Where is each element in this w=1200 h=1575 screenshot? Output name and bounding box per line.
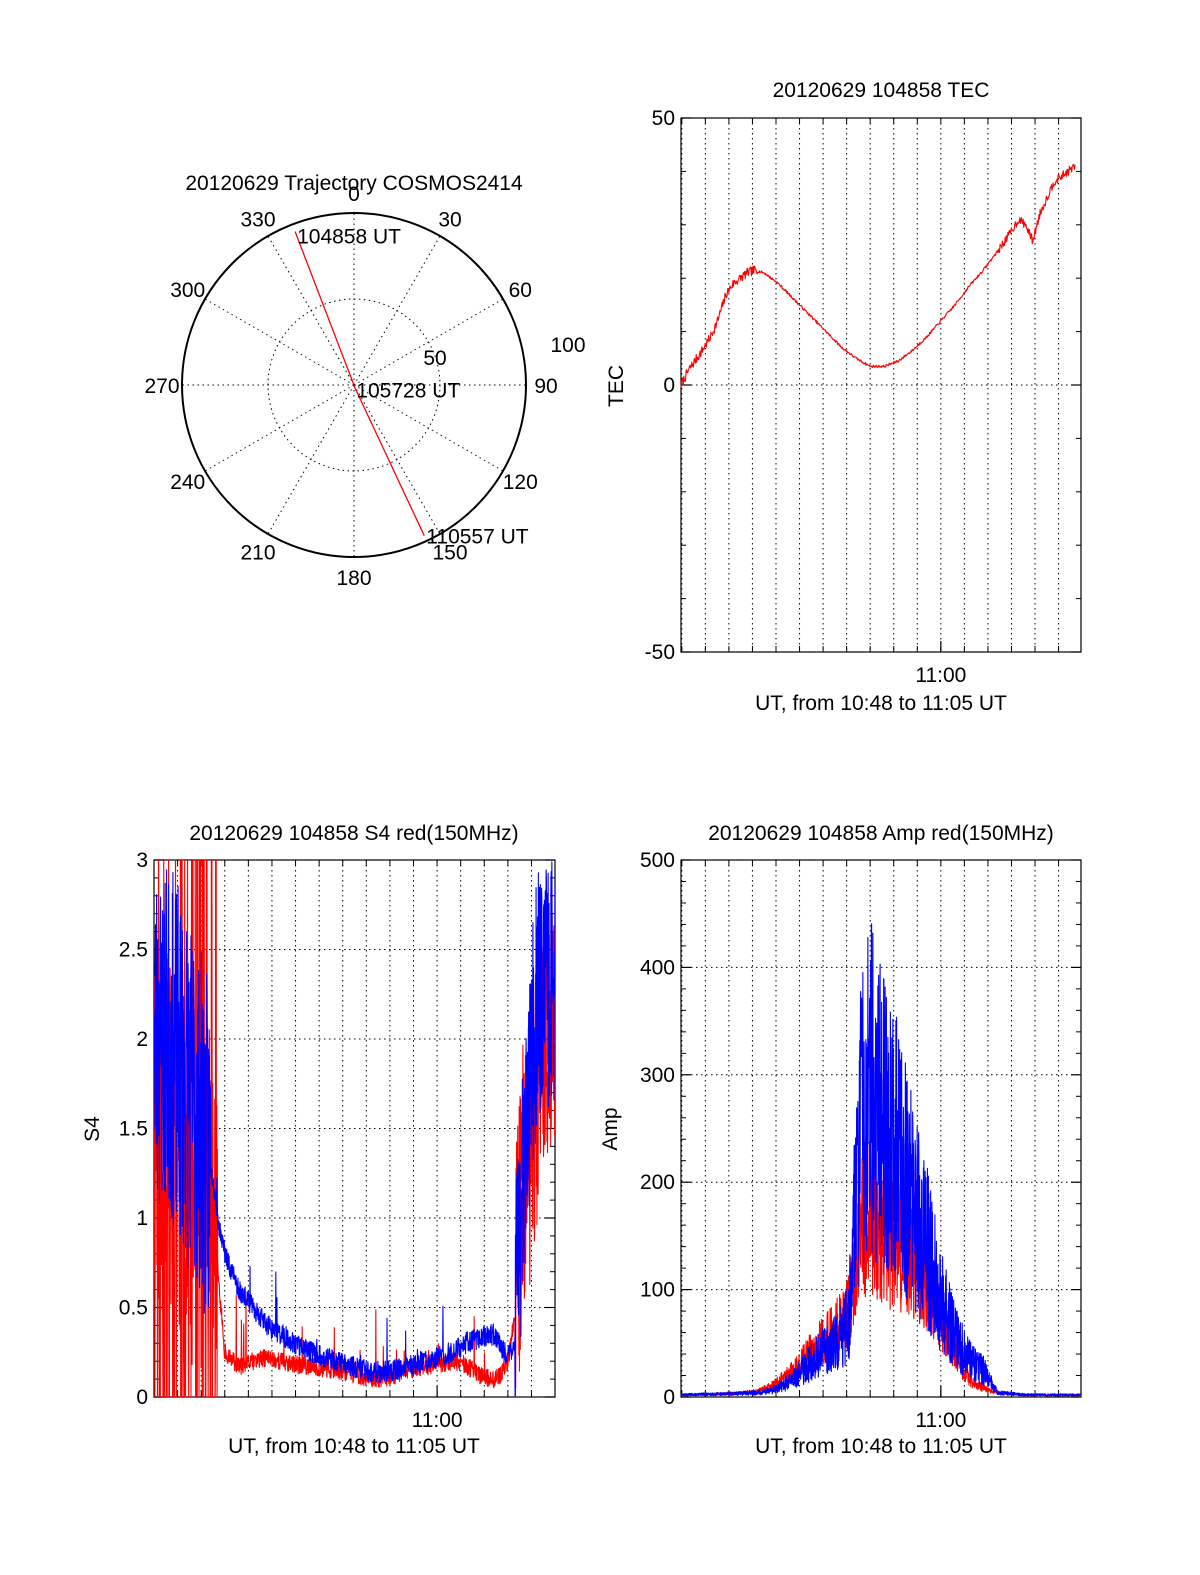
polar-azimuth-label: 30	[438, 209, 461, 232]
s4-series-blue-line	[154, 861, 555, 1397]
amp-series-blue-line	[680, 923, 1082, 1397]
s4-title: 20120629 104858 S4 red(150MHz)	[189, 822, 518, 845]
tec-x-tick-label: 11:00	[915, 664, 966, 687]
s4-x-tick-label: 11:00	[412, 1409, 463, 1432]
polar-spoke	[353, 235, 441, 386]
s4-y-tick-label: 2	[136, 1028, 148, 1051]
tec-y-tick-label: 0	[663, 374, 675, 397]
tec-panel: 20120629 104858 TEC UT, from 10:48 to 11…	[605, 79, 1082, 715]
polar-azimuth-label: 300	[170, 279, 205, 302]
amp-plot-frame	[680, 859, 1082, 1398]
amp-y-axis-label: Amp	[599, 1107, 622, 1150]
polar-spoke	[353, 384, 504, 472]
tec-series-red-line	[680, 163, 1076, 388]
s4-y-tick-label: 0.5	[119, 1297, 148, 1320]
s4-y-tick-label: 3	[136, 849, 148, 872]
trajectory-mid-label: 105728 UT	[356, 380, 460, 403]
amp-title: 20120629 104858 Amp red(150MHz)	[708, 822, 1054, 845]
amp-y-tick-label: 300	[640, 1064, 675, 1087]
trajectory-track	[294, 231, 425, 536]
polar-spoke	[353, 298, 504, 386]
amp-y-tick-label: 500	[640, 849, 675, 872]
s4-y-tick-label: 1	[136, 1207, 148, 1230]
amp-y-tick-label: 200	[640, 1171, 675, 1194]
s4-y-tick-label: 2.5	[119, 939, 148, 962]
trajectory-end-label: 110557 UT	[426, 526, 529, 549]
polar-azimuth-label: 120	[503, 471, 538, 494]
polar-azimuth-label: 0	[348, 183, 360, 206]
polar-spoke	[267, 384, 355, 535]
s4-y-tick-label: 0	[136, 1386, 148, 1409]
polar-azimuth-label: 270	[144, 375, 179, 398]
polar-outer-circle	[181, 212, 527, 558]
trajectory-polar-panel: 20120629 Trajectory COSMOS2414 0 30 60 90 12…	[144, 172, 585, 590]
polar-azimuth-label: 150	[432, 541, 467, 564]
tec-title: 20120629 104858 TEC	[773, 79, 990, 102]
polar-azimuth-label: 330	[240, 209, 275, 232]
polar-radial-label: 50	[423, 347, 446, 370]
s4-series-red-line	[154, 860, 555, 1397]
amp-y-tick-label: 100	[640, 1279, 675, 1302]
s4-y-axis-label: S4	[81, 1116, 104, 1142]
polar-azimuth-label: 180	[336, 567, 371, 590]
s4-y-tick-label: 1.5	[119, 1118, 148, 1141]
amp-y-tick-label: 400	[640, 956, 675, 979]
tec-y-tick-label: 50	[652, 107, 675, 130]
amp-x-axis-label: UT, from 10:48 to 11:05 UT	[755, 1435, 1007, 1458]
s4-x-axis-label: UT, from 10:48 to 11:05 UT	[228, 1435, 480, 1458]
amp-y-tick-label: 0	[663, 1386, 675, 1409]
polar-spoke	[204, 384, 355, 472]
s4-panel: 20120629 104858 S4 red(150MHz) UT, from …	[81, 822, 556, 1458]
trajectory-start-label: 104858 UT	[297, 226, 401, 249]
amp-panel: 20120629 104858 Amp red(150MHz) UT, from…	[599, 822, 1082, 1458]
polar-spoke	[267, 235, 355, 386]
amp-x-tick-label: 11:00	[915, 1409, 966, 1432]
tec-y-tick-label: -50	[645, 641, 675, 664]
polar-azimuth-label: 60	[509, 279, 532, 302]
polar-spoke	[353, 384, 441, 535]
s4-series-group	[154, 860, 555, 1397]
tec-x-axis-label: UT, from 10:48 to 11:05 UT	[755, 692, 1007, 715]
tec-y-axis-label: TEC	[605, 365, 628, 407]
polar-spoke	[204, 298, 355, 386]
polar-radial-label: 100	[550, 334, 585, 357]
polar-azimuth-label: 90	[534, 375, 557, 398]
polar-azimuth-label: 240	[170, 471, 205, 494]
polar-azimuth-label: 210	[240, 541, 275, 564]
trajectory-title: 20120629 Trajectory COSMOS2414	[185, 172, 523, 195]
